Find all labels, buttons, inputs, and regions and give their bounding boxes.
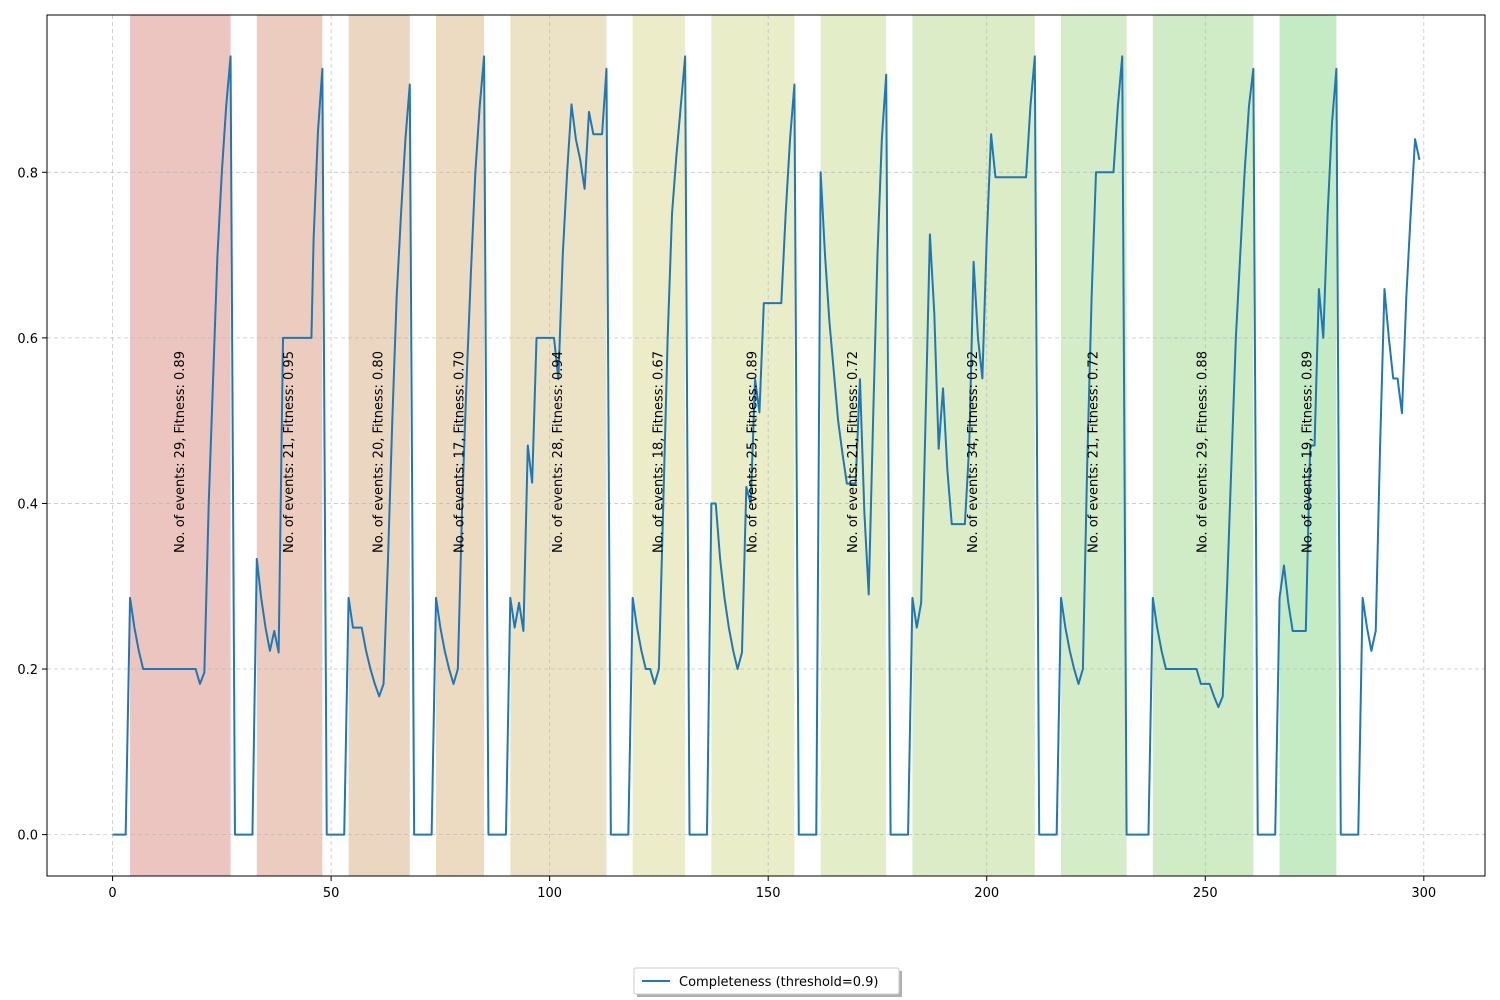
region-label-4: No. of events: 17, Fitness: 0.70 [453, 351, 468, 553]
region-label-8: No. of events: 21, Fitness: 0.72 [846, 351, 861, 553]
shaded-region-3 [348, 15, 410, 876]
region-label-5: No. of events: 28, Fitness: 0.94 [551, 351, 566, 553]
shaded-region-5 [510, 15, 607, 876]
y-tick-label-0.6: 0.6 [17, 332, 38, 347]
region-label-1: No. of events: 29, Fitness: 0.89 [173, 351, 188, 553]
x-tick-label-50: 50 [323, 886, 340, 901]
region-label-7: No. of events: 25, Fitness: 0.89 [745, 351, 760, 553]
plot-frame [46, 14, 1486, 877]
region-label-10: No. of events: 21, Fitness: 0.72 [1086, 351, 1101, 553]
region-label-3: No. of events: 20, Fitness: 0.80 [372, 351, 387, 553]
shaded-region-11 [1152, 15, 1254, 876]
shaded-regions [130, 15, 1337, 876]
shaded-region-1 [130, 15, 231, 876]
series-lines [112, 55, 1421, 836]
region-label-11: No. of events: 29, Fitness: 0.88 [1196, 351, 1211, 553]
region-labels: No. of events: 29, Fitness: 0.89 No. of e… [173, 351, 1316, 553]
x-tick-label-300: 300 [1411, 886, 1436, 901]
y-tick-label-0.4: 0.4 [17, 497, 38, 512]
x-tick-label-150: 150 [756, 886, 781, 901]
region-label-9: No. of events: 34, Fitness: 0.92 [966, 351, 981, 553]
shaded-region-10 [1061, 15, 1127, 876]
x-tick-label-0: 0 [108, 886, 116, 901]
legend: Completeness (threshold=0.9) [633, 967, 902, 997]
shaded-region-12 [1279, 15, 1337, 876]
shaded-region-2 [256, 15, 323, 876]
axis-ticks: 0 50 100 150 200 250 300 0.0 0.2 0.4 0.6 0.8 [17, 166, 1436, 901]
y-tick-label-0.8: 0.8 [17, 166, 38, 181]
shaded-region-8 [820, 15, 887, 876]
region-label-6: No. of events: 18, Fitness: 0.67 [651, 351, 666, 553]
region-label-12: No. of events: 19, Fitness: 0.89 [1300, 351, 1315, 553]
shaded-region-9 [912, 15, 1035, 876]
y-tick-label-0.2: 0.2 [17, 663, 38, 678]
legend-box [633, 967, 900, 995]
region-label-2: No. of events: 21, Fitness: 0.95 [282, 351, 297, 553]
x-tick-label-100: 100 [537, 886, 562, 901]
series-line-1 [112, 55, 1421, 836]
x-tick-label-200: 200 [974, 886, 999, 901]
x-tick-label-250: 250 [1193, 886, 1218, 901]
y-tick-label-0: 0.0 [17, 829, 38, 844]
legend-entry-label: Completeness (threshold=0.9) [679, 975, 879, 990]
